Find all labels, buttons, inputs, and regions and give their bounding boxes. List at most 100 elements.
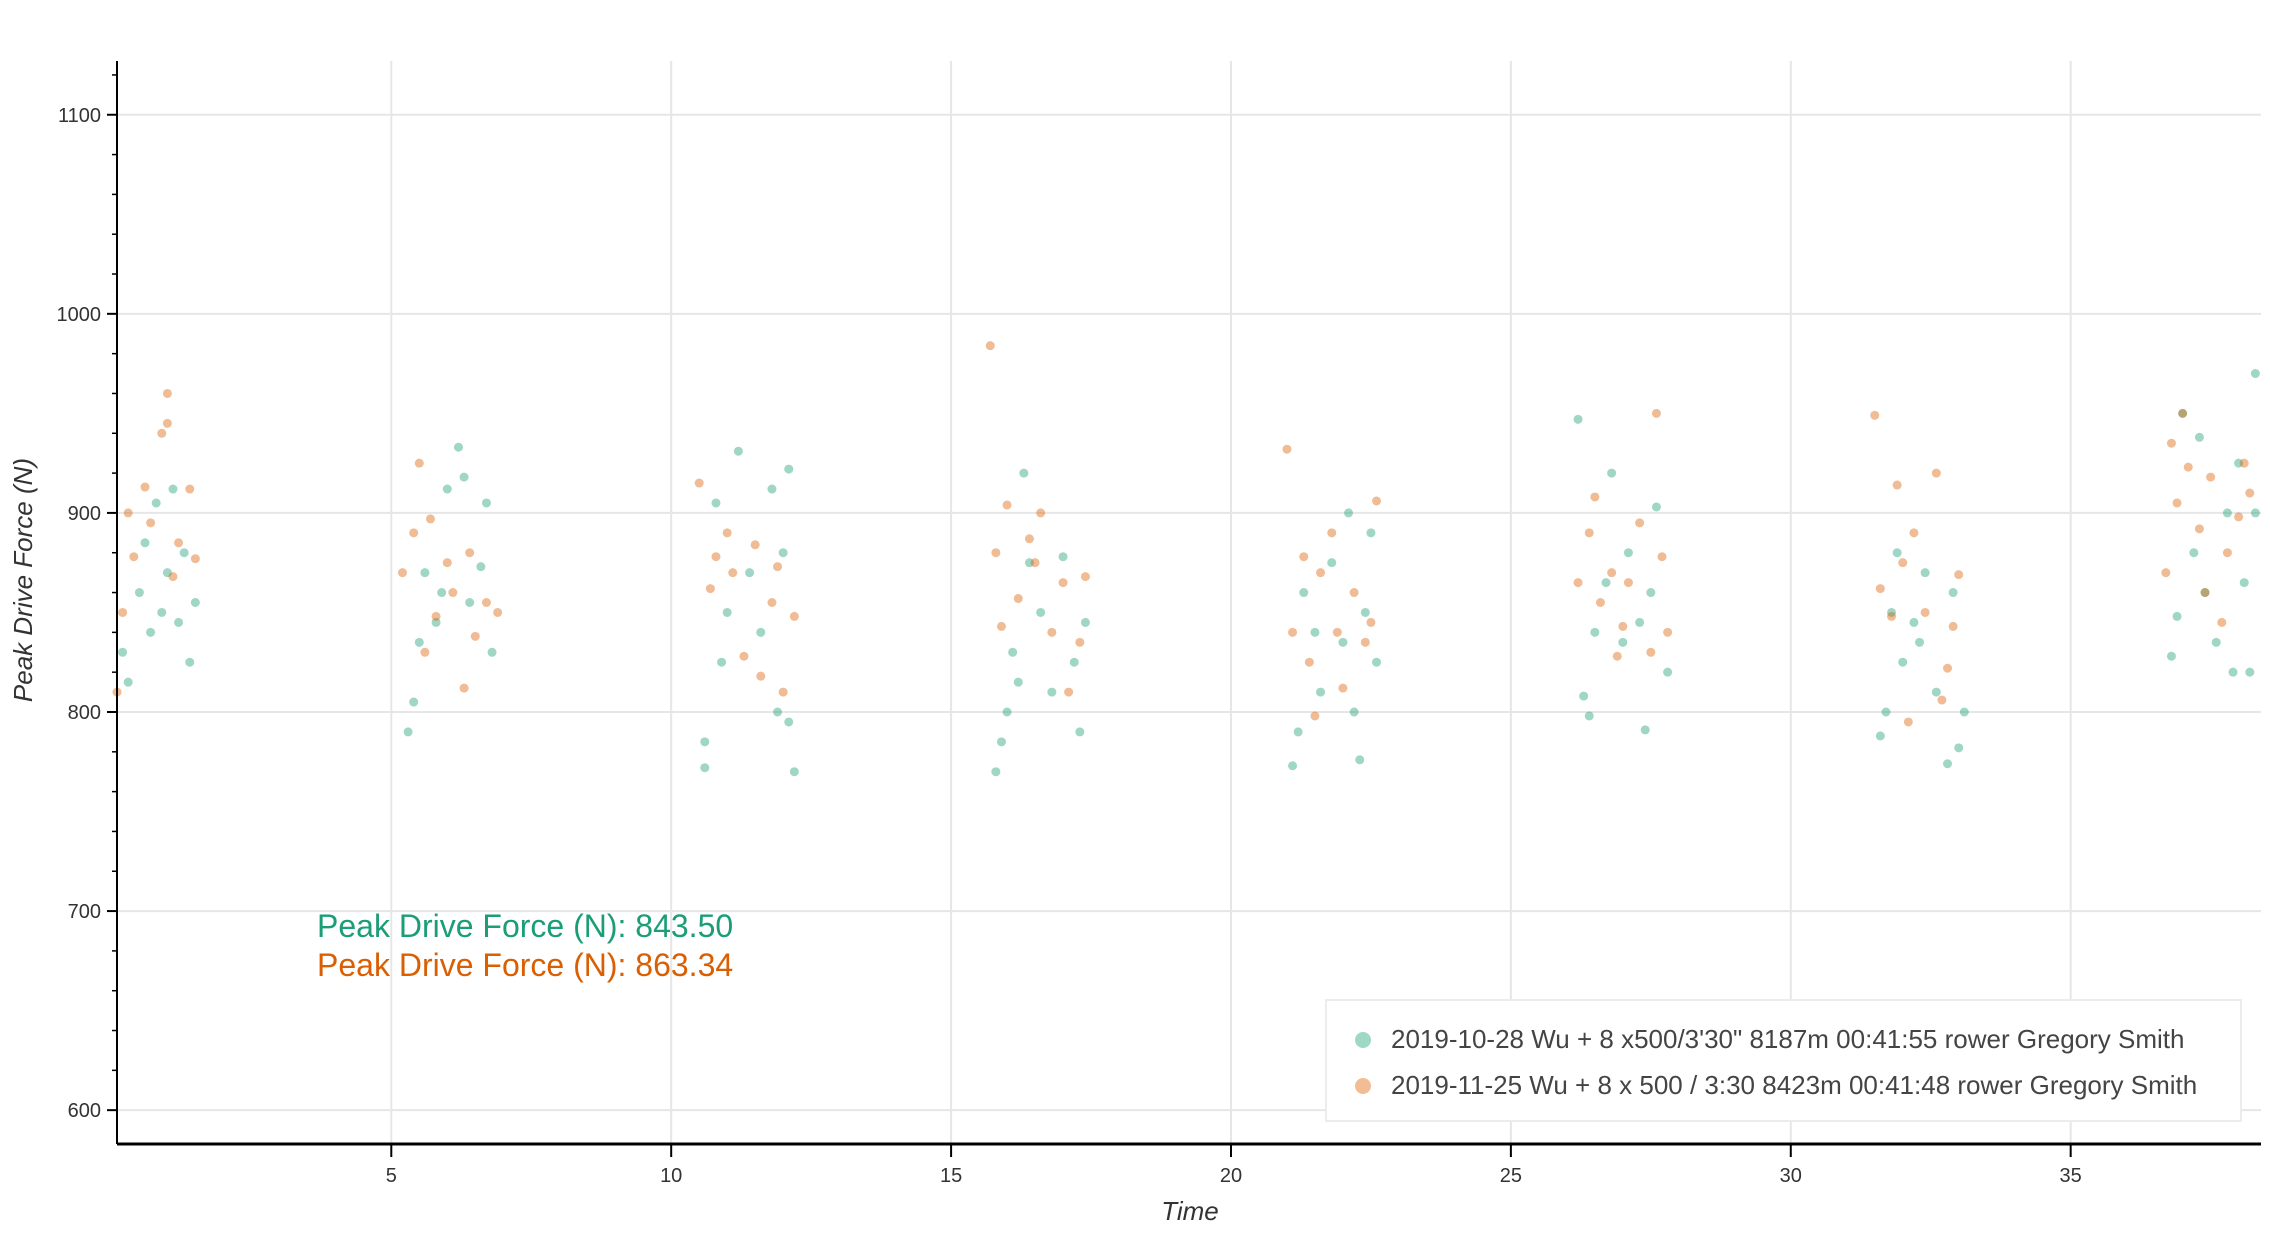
- legend: 2019-10-28 Wu + 8 x500/3'30" 8187m 00:41…: [1325, 999, 2242, 1122]
- data-point-series-1: [1069, 657, 1079, 667]
- data-point-series-2: [1327, 528, 1337, 538]
- data-point-series-2: [2217, 617, 2227, 627]
- data-point-series-2: [431, 611, 441, 621]
- data-point-series-2: [996, 621, 1006, 631]
- data-point-series-2: [1080, 572, 1090, 582]
- data-point-series-1: [2200, 588, 2210, 598]
- data-point-series-2: [157, 428, 167, 438]
- legend-dot-icon: [1355, 1077, 1371, 1094]
- data-point-series-2: [174, 538, 184, 548]
- data-point-series-1: [2228, 667, 2238, 677]
- grid: [117, 61, 2261, 1144]
- x-tick-label: 35: [2060, 1165, 2082, 1187]
- y-tick-label: 800: [68, 702, 101, 724]
- data-point-series-1: [2194, 432, 2204, 442]
- data-point-series-1: [1920, 568, 1930, 578]
- data-point-series-1: [1646, 588, 1656, 598]
- data-point-series-2: [2206, 472, 2216, 482]
- data-point-series-2: [778, 687, 788, 697]
- data-point-series-1: [2239, 578, 2249, 588]
- data-point-series-1: [2172, 611, 2182, 621]
- data-point-series-2: [1943, 663, 1953, 673]
- data-point-series-2: [1870, 410, 1880, 420]
- data-point-series-1: [1288, 761, 1298, 771]
- data-point-series-1: [151, 498, 161, 508]
- data-point-series-1: [123, 677, 133, 687]
- data-point-series-2: [1892, 480, 1902, 490]
- data-point-series-2: [1304, 657, 1314, 667]
- data-point-series-1: [185, 657, 195, 667]
- x-tick-label: 30: [1780, 1165, 1802, 1187]
- data-point-series-1: [1058, 552, 1068, 562]
- data-point-series-1: [1618, 637, 1628, 647]
- data-point-series-1: [1875, 731, 1885, 741]
- data-point-series-2: [1058, 578, 1068, 588]
- data-point-series-2: [2245, 488, 2255, 498]
- data-point-series-2: [118, 607, 128, 617]
- data-point-series-2: [1590, 492, 1600, 502]
- data-point-series-1: [2178, 408, 2188, 418]
- data-point-series-2: [1064, 687, 1074, 697]
- data-point-series-2: [1360, 637, 1370, 647]
- data-point-series-1: [1954, 743, 1964, 753]
- data-point-series-1: [437, 588, 447, 598]
- data-point-series-1: [784, 464, 794, 474]
- data-point-series-2: [1338, 683, 1348, 693]
- data-point-series-2: [129, 552, 139, 562]
- data-point-series-1: [140, 538, 150, 548]
- data-point-series-2: [1623, 578, 1633, 588]
- data-point-series-1: [1316, 687, 1326, 697]
- data-point-series-2: [1898, 558, 1908, 568]
- data-point-series-2: [2200, 588, 2210, 598]
- data-point-series-2: [1002, 500, 1012, 510]
- data-point-series-1: [1579, 691, 1589, 701]
- data-point-series-2: [481, 598, 491, 607]
- data-point-series-1: [1338, 637, 1348, 647]
- data-point-series-2: [2178, 408, 2188, 418]
- data-point-series-1: [1651, 502, 1661, 512]
- data-point-series-1: [1299, 588, 1309, 598]
- data-point-series-2: [756, 671, 766, 681]
- data-point-series-2: [1948, 621, 1958, 631]
- x-tick-label: 20: [1220, 1165, 1242, 1187]
- data-point-series-2: [2166, 438, 2176, 448]
- data-point-series-2: [1635, 518, 1645, 528]
- data-point-series-1: [1881, 707, 1891, 717]
- data-point-series-1: [1366, 528, 1376, 538]
- legend-label: 2019-10-28 Wu + 8 x500/3'30" 8187m 00:41…: [1391, 1024, 2185, 1054]
- data-point-series-1: [1948, 588, 1958, 598]
- data-point-series-2: [1349, 588, 1359, 598]
- data-point-series-1: [2211, 637, 2221, 647]
- data-point-series-1: [157, 607, 167, 617]
- y-tick-label: 1100: [58, 105, 101, 127]
- data-point-series-1: [773, 707, 783, 717]
- y-tick-label: 600: [68, 1100, 101, 1122]
- legend-dot-icon: [1355, 1031, 1371, 1048]
- data-point-series-1: [476, 562, 486, 572]
- data-point-series-2: [1875, 584, 1885, 594]
- data-point-series-2: [1937, 695, 1947, 705]
- data-point-series-1: [1002, 707, 1012, 717]
- data-point-series-1: [2166, 651, 2176, 661]
- data-point-series-2: [739, 651, 749, 661]
- data-point-series-2: [1316, 568, 1326, 578]
- data-point-series-2: [1646, 647, 1656, 657]
- data-point-series-1: [717, 657, 727, 667]
- data-point-series-1: [1075, 727, 1085, 737]
- data-point-series-1: [1293, 727, 1303, 737]
- data-point-series-2: [1036, 508, 1046, 518]
- data-point-series-2: [465, 548, 475, 558]
- data-point-series-1: [420, 568, 430, 578]
- data-point-series-1: [1584, 711, 1594, 721]
- data-point-series-2: [1047, 627, 1057, 637]
- data-point-series-1: [174, 617, 184, 627]
- data-point-series-1: [168, 484, 178, 494]
- legend-item-series-2[interactable]: 2019-11-25 Wu + 8 x 500 / 3:30 8423m 00:…: [1355, 1070, 2197, 1101]
- x-axis-label: Time: [1161, 1196, 1219, 1226]
- data-point-series-1: [414, 637, 424, 647]
- data-point-series-1: [711, 498, 721, 508]
- legend-item-series-1[interactable]: 2019-10-28 Wu + 8 x500/3'30" 8187m 00:41…: [1355, 1024, 2184, 1055]
- data-point-series-2: [1663, 627, 1673, 637]
- data-point-series-1: [1663, 667, 1673, 677]
